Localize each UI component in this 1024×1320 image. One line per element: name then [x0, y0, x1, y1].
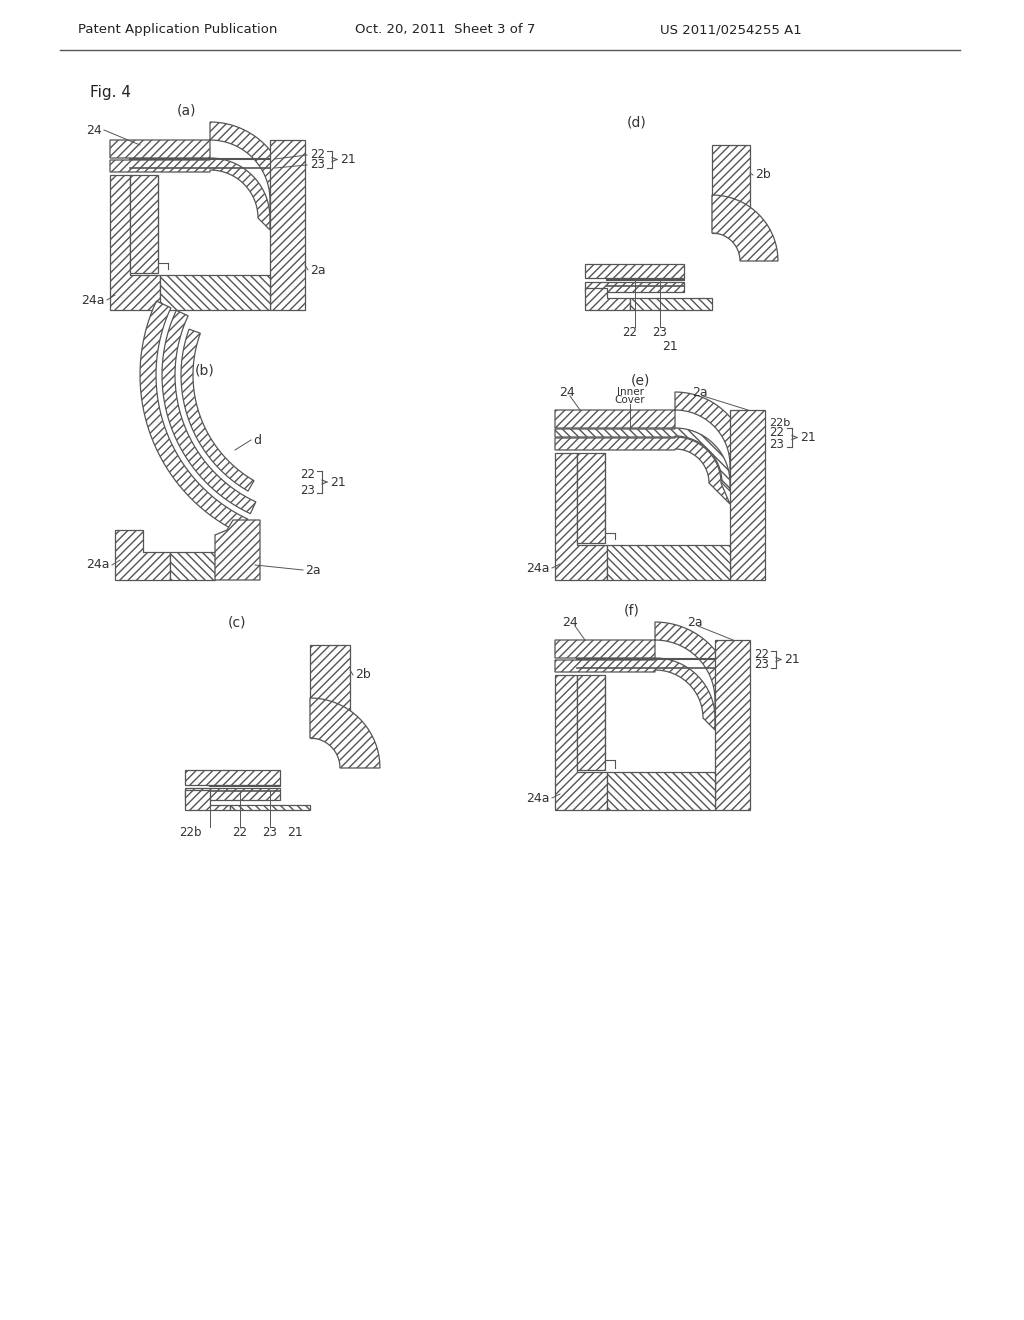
- Text: 21: 21: [340, 153, 355, 166]
- Polygon shape: [555, 622, 733, 718]
- Text: (b): (b): [196, 363, 215, 378]
- Text: (a): (a): [177, 103, 197, 117]
- Text: 2a: 2a: [305, 564, 321, 577]
- Text: 22: 22: [769, 425, 784, 438]
- Text: 2b: 2b: [355, 668, 371, 681]
- Text: 23: 23: [262, 825, 278, 838]
- Text: 2b: 2b: [755, 169, 771, 181]
- Text: 21: 21: [287, 825, 303, 838]
- Polygon shape: [185, 770, 280, 785]
- Polygon shape: [185, 788, 280, 800]
- Polygon shape: [110, 176, 160, 310]
- Text: Cover: Cover: [614, 395, 645, 405]
- Text: 21: 21: [800, 432, 816, 444]
- Text: (d): (d): [627, 116, 647, 129]
- Text: 23: 23: [652, 326, 668, 338]
- Text: Oct. 20, 2011  Sheet 3 of 7: Oct. 20, 2011 Sheet 3 of 7: [355, 24, 536, 37]
- Polygon shape: [607, 772, 715, 810]
- Text: 22: 22: [310, 149, 325, 161]
- Polygon shape: [577, 453, 605, 543]
- Polygon shape: [555, 392, 748, 483]
- Text: 22b: 22b: [769, 418, 791, 428]
- Text: 24: 24: [86, 124, 102, 136]
- Text: 23: 23: [754, 659, 769, 672]
- Polygon shape: [715, 640, 750, 810]
- Text: 23: 23: [300, 483, 314, 496]
- Polygon shape: [585, 282, 684, 292]
- Text: 24: 24: [559, 385, 574, 399]
- Text: 2a: 2a: [687, 615, 702, 628]
- Text: 22: 22: [623, 326, 638, 338]
- Text: Inner: Inner: [616, 387, 643, 397]
- Polygon shape: [712, 145, 750, 234]
- Text: 21: 21: [784, 653, 800, 667]
- Text: Fig. 4: Fig. 4: [90, 84, 131, 99]
- Text: 22b: 22b: [179, 825, 202, 838]
- Polygon shape: [230, 805, 310, 810]
- Text: 22: 22: [232, 825, 248, 838]
- Text: (f): (f): [624, 603, 640, 616]
- Polygon shape: [130, 176, 158, 273]
- Polygon shape: [555, 675, 607, 810]
- Polygon shape: [577, 675, 605, 770]
- Text: 2a: 2a: [310, 264, 326, 276]
- Polygon shape: [215, 520, 260, 579]
- Text: (e): (e): [631, 374, 649, 387]
- Polygon shape: [115, 531, 170, 579]
- Text: 22: 22: [300, 469, 315, 482]
- Polygon shape: [585, 264, 684, 279]
- Polygon shape: [310, 645, 350, 738]
- Text: d: d: [253, 433, 261, 446]
- Text: 23: 23: [310, 158, 325, 172]
- Polygon shape: [630, 298, 712, 310]
- Polygon shape: [712, 195, 778, 261]
- Text: 22: 22: [754, 648, 769, 661]
- Text: 24: 24: [562, 615, 578, 628]
- Polygon shape: [585, 288, 630, 310]
- Text: 23: 23: [769, 437, 784, 450]
- Polygon shape: [555, 428, 730, 491]
- Polygon shape: [160, 275, 270, 310]
- Text: 24a: 24a: [82, 293, 105, 306]
- Text: 21: 21: [663, 339, 678, 352]
- Text: US 2011/0254255 A1: US 2011/0254255 A1: [660, 24, 802, 37]
- Polygon shape: [555, 437, 730, 504]
- Polygon shape: [181, 329, 254, 491]
- Polygon shape: [170, 552, 215, 579]
- Polygon shape: [140, 301, 248, 533]
- Polygon shape: [162, 310, 256, 513]
- Text: 2a: 2a: [692, 385, 708, 399]
- Polygon shape: [555, 657, 715, 730]
- Polygon shape: [110, 158, 270, 230]
- Polygon shape: [730, 411, 765, 579]
- Text: Patent Application Publication: Patent Application Publication: [78, 24, 278, 37]
- Polygon shape: [555, 453, 607, 579]
- Text: (c): (c): [227, 616, 246, 630]
- Polygon shape: [310, 698, 380, 768]
- Text: 24a: 24a: [86, 558, 110, 572]
- Text: 24a: 24a: [526, 792, 550, 804]
- Polygon shape: [185, 789, 230, 810]
- Text: 24a: 24a: [526, 561, 550, 574]
- Polygon shape: [270, 140, 305, 310]
- Polygon shape: [607, 545, 730, 579]
- Text: 21: 21: [330, 475, 346, 488]
- Polygon shape: [110, 121, 288, 219]
